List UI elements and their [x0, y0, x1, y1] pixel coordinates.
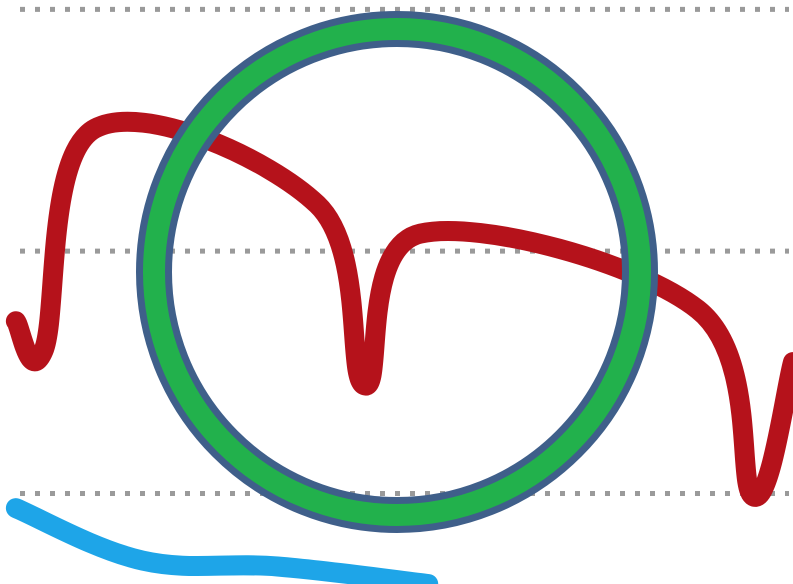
series-line-2: [5, 498, 439, 584]
highlight-ring-group: [136, 11, 658, 533]
highlight-ring: [143, 18, 651, 526]
series-line-1: [5, 111, 793, 507]
